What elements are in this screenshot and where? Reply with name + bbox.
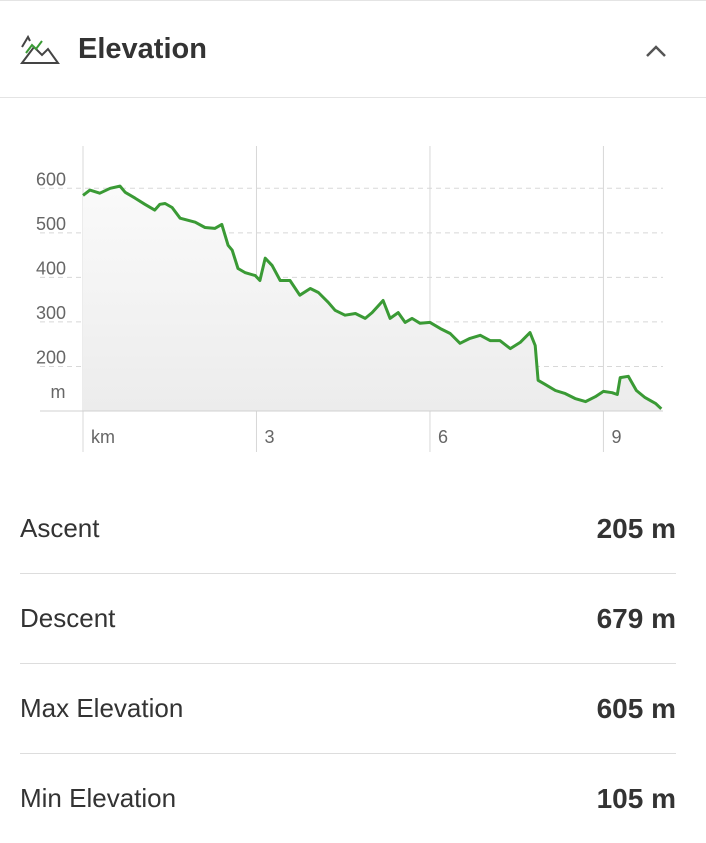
collapse-chevron[interactable] [644,43,668,59]
x-tick-label: 9 [611,427,621,447]
stat-value: 205 m [596,512,676,544]
stat-label: Descent [20,603,116,633]
stat-label: Ascent [20,513,100,543]
mountain-icon [20,34,60,64]
elevation-area [83,186,662,411]
y-axis-unit: m [51,382,66,402]
stat-label: Max Elevation [20,693,184,723]
x-tick-label: 3 [264,427,274,447]
chart: 200 300 400 500 600 m km 3 6 9 [36,146,663,452]
stat-row: Descent 679 m [20,574,676,664]
y-tick-label: 500 [36,214,66,234]
stat-row: Ascent 205 m [20,484,676,574]
stat-row: Min Elevation 105 m [20,754,676,843]
x-tick-label: 6 [438,427,448,447]
stat-value: 105 m [596,782,676,814]
stat-row: Max Elevation 605 m [20,664,676,754]
stat-label: Min Elevation [20,783,177,813]
x-tick-label: km [91,427,115,447]
y-tick-label: 600 [36,169,66,189]
header[interactable]: Elevation [0,0,706,98]
y-tick-label: 200 [36,347,66,367]
stats: Ascent 205 m Descent 679 m Max Elevation 605 … [20,484,676,843]
stat-value: 605 m [596,692,676,724]
y-tick-label: 300 [36,303,66,323]
stat-value: 679 m [596,602,676,634]
elevation-line [82,184,663,410]
y-tick-label: 400 [36,258,66,278]
title: Elevation [78,33,207,65]
